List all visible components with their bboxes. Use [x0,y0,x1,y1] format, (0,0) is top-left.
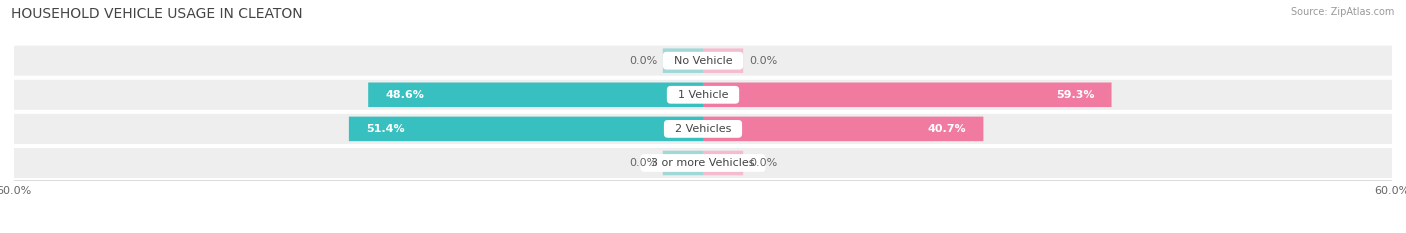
FancyBboxPatch shape [349,116,703,141]
Text: 59.3%: 59.3% [1056,90,1094,100]
FancyBboxPatch shape [703,116,983,141]
Text: HOUSEHOLD VEHICLE USAGE IN CLEATON: HOUSEHOLD VEHICLE USAGE IN CLEATON [11,7,302,21]
Text: 0.0%: 0.0% [628,158,657,168]
FancyBboxPatch shape [14,148,1392,178]
FancyBboxPatch shape [703,82,1112,107]
FancyBboxPatch shape [703,151,744,175]
Text: 3 or more Vehicles: 3 or more Vehicles [644,158,762,168]
FancyBboxPatch shape [14,80,1392,110]
Text: 48.6%: 48.6% [385,90,425,100]
Text: 0.0%: 0.0% [628,56,657,66]
Text: Source: ZipAtlas.com: Source: ZipAtlas.com [1291,7,1395,17]
Text: 51.4%: 51.4% [366,124,405,134]
FancyBboxPatch shape [14,114,1392,144]
FancyBboxPatch shape [703,48,744,73]
Text: 0.0%: 0.0% [749,56,778,66]
Text: 0.0%: 0.0% [749,158,778,168]
Text: 1 Vehicle: 1 Vehicle [671,90,735,100]
FancyBboxPatch shape [662,151,703,175]
Text: 40.7%: 40.7% [928,124,966,134]
Text: No Vehicle: No Vehicle [666,56,740,66]
Text: 2 Vehicles: 2 Vehicles [668,124,738,134]
FancyBboxPatch shape [368,82,703,107]
FancyBboxPatch shape [14,46,1392,76]
FancyBboxPatch shape [662,48,703,73]
